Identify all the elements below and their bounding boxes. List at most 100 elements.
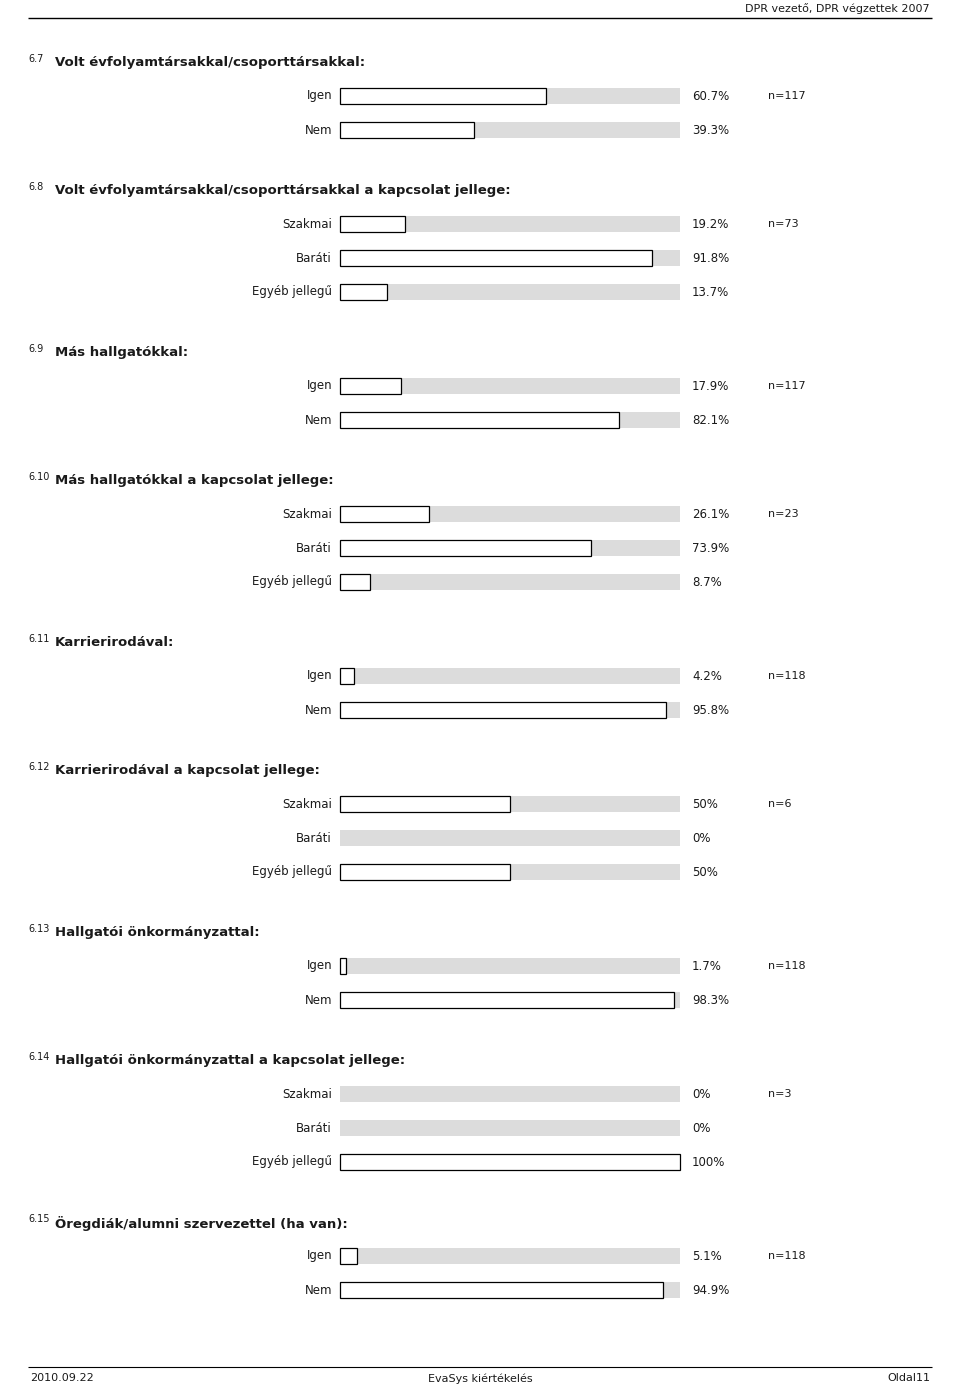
Bar <box>340 540 591 557</box>
Text: 100%: 100% <box>692 1155 726 1169</box>
Bar <box>340 88 546 105</box>
Text: Karrierirodával:: Karrierirodával: <box>55 636 175 649</box>
Bar <box>340 1249 357 1264</box>
Bar <box>340 830 680 845</box>
Text: Igen: Igen <box>306 379 332 392</box>
Text: Egyéb jellegű: Egyéb jellegű <box>252 865 332 879</box>
Text: 26.1%: 26.1% <box>692 508 730 520</box>
Bar <box>340 668 680 684</box>
Text: Nem: Nem <box>304 703 332 717</box>
Bar <box>340 250 652 266</box>
Text: 82.1%: 82.1% <box>692 413 730 427</box>
Text: Baráti: Baráti <box>297 541 332 554</box>
Text: 39.3%: 39.3% <box>692 124 730 137</box>
Text: Baráti: Baráti <box>297 1122 332 1134</box>
Text: n=117: n=117 <box>768 381 805 391</box>
Bar <box>340 216 680 232</box>
Text: 0%: 0% <box>692 831 710 844</box>
Bar <box>340 797 510 812</box>
Bar <box>340 1120 680 1136</box>
Bar <box>340 285 387 300</box>
Text: EvaSys kiértékelés: EvaSys kiértékelés <box>428 1373 532 1384</box>
Text: Volt évfolyamtársakkal/csoporttársakkal:: Volt évfolyamtársakkal/csoporttársakkal: <box>55 56 365 68</box>
Bar <box>340 121 473 138</box>
Text: Szakmai: Szakmai <box>282 508 332 520</box>
Text: 95.8%: 95.8% <box>692 703 730 717</box>
Text: 6.12: 6.12 <box>28 762 50 771</box>
Text: 5.1%: 5.1% <box>692 1250 722 1262</box>
Text: Egyéb jellegű: Egyéb jellegű <box>252 576 332 589</box>
Text: Egyéb jellegű: Egyéb jellegű <box>252 1155 332 1169</box>
Bar <box>340 1249 680 1264</box>
Text: DPR vezető, DPR végzettek 2007: DPR vezető, DPR végzettek 2007 <box>745 3 930 14</box>
Bar <box>340 88 680 105</box>
Text: n=3: n=3 <box>768 1089 791 1099</box>
Text: Baráti: Baráti <box>297 251 332 265</box>
Bar <box>340 1085 680 1102</box>
Bar <box>340 1154 680 1170</box>
Text: Szakmai: Szakmai <box>282 218 332 230</box>
Bar <box>340 216 405 232</box>
Text: 0%: 0% <box>692 1088 710 1101</box>
Bar <box>340 958 346 974</box>
Text: Szakmai: Szakmai <box>282 798 332 810</box>
Bar <box>340 702 680 718</box>
Text: 6.9: 6.9 <box>28 345 43 354</box>
Text: 50%: 50% <box>692 798 718 810</box>
Bar <box>340 797 680 812</box>
Text: 73.9%: 73.9% <box>692 541 730 554</box>
Text: 13.7%: 13.7% <box>692 286 730 299</box>
Text: 6.11: 6.11 <box>28 633 49 644</box>
Text: n=23: n=23 <box>768 509 799 519</box>
Text: Oldal11: Oldal11 <box>887 1373 930 1382</box>
Text: Igen: Igen <box>306 89 332 102</box>
Bar <box>340 864 510 880</box>
Bar <box>340 958 680 974</box>
Text: Nem: Nem <box>304 124 332 137</box>
Text: 4.2%: 4.2% <box>692 670 722 682</box>
Bar <box>340 285 680 300</box>
Text: 60.7%: 60.7% <box>692 89 730 102</box>
Text: Egyéb jellegű: Egyéb jellegű <box>252 286 332 299</box>
Text: Nem: Nem <box>304 993 332 1007</box>
Text: Volt évfolyamtársakkal/csoporttársakkal a kapcsolat jellege:: Volt évfolyamtársakkal/csoporttársakkal … <box>55 184 511 197</box>
Text: 0%: 0% <box>692 1122 710 1134</box>
Text: Nem: Nem <box>304 413 332 427</box>
Bar <box>340 250 680 266</box>
Text: Öregdiák/alumni szervezettel (ha van):: Öregdiák/alumni szervezettel (ha van): <box>55 1216 348 1230</box>
Text: 17.9%: 17.9% <box>692 379 730 392</box>
Bar <box>340 668 354 684</box>
Bar <box>340 702 665 718</box>
Text: 6.7: 6.7 <box>28 54 43 64</box>
Bar <box>340 540 680 557</box>
Text: Hallgatói önkormányzattal:: Hallgatói önkormányzattal: <box>55 926 259 939</box>
Bar <box>340 1282 662 1297</box>
Text: Igen: Igen <box>306 1250 332 1262</box>
Bar <box>340 573 370 590</box>
Text: Hallgatói önkormányzattal a kapcsolat jellege:: Hallgatói önkormányzattal a kapcsolat je… <box>55 1055 405 1067</box>
Text: n=118: n=118 <box>768 1251 805 1261</box>
Text: 8.7%: 8.7% <box>692 576 722 589</box>
Bar <box>340 1154 680 1170</box>
Text: 2010.09.22: 2010.09.22 <box>30 1373 94 1382</box>
Bar <box>340 506 680 522</box>
Bar <box>340 412 619 428</box>
Bar <box>340 412 680 428</box>
Text: n=117: n=117 <box>768 91 805 100</box>
Bar <box>340 378 401 393</box>
Text: 91.8%: 91.8% <box>692 251 730 265</box>
Bar <box>340 1282 680 1297</box>
Text: Nem: Nem <box>304 1283 332 1296</box>
Text: 6.8: 6.8 <box>28 181 43 193</box>
Bar <box>340 378 680 393</box>
Text: 50%: 50% <box>692 865 718 879</box>
Bar <box>340 121 680 138</box>
Text: 94.9%: 94.9% <box>692 1283 730 1296</box>
Text: Más hallgatókkal a kapcsolat jellege:: Más hallgatókkal a kapcsolat jellege: <box>55 474 334 487</box>
Text: 98.3%: 98.3% <box>692 993 730 1007</box>
Text: Baráti: Baráti <box>297 831 332 844</box>
Text: Más hallgatókkal:: Más hallgatókkal: <box>55 346 188 359</box>
Bar <box>340 506 429 522</box>
Text: 6.15: 6.15 <box>28 1214 50 1223</box>
Text: Karrierirodával a kapcsolat jellege:: Karrierirodával a kapcsolat jellege: <box>55 764 320 777</box>
